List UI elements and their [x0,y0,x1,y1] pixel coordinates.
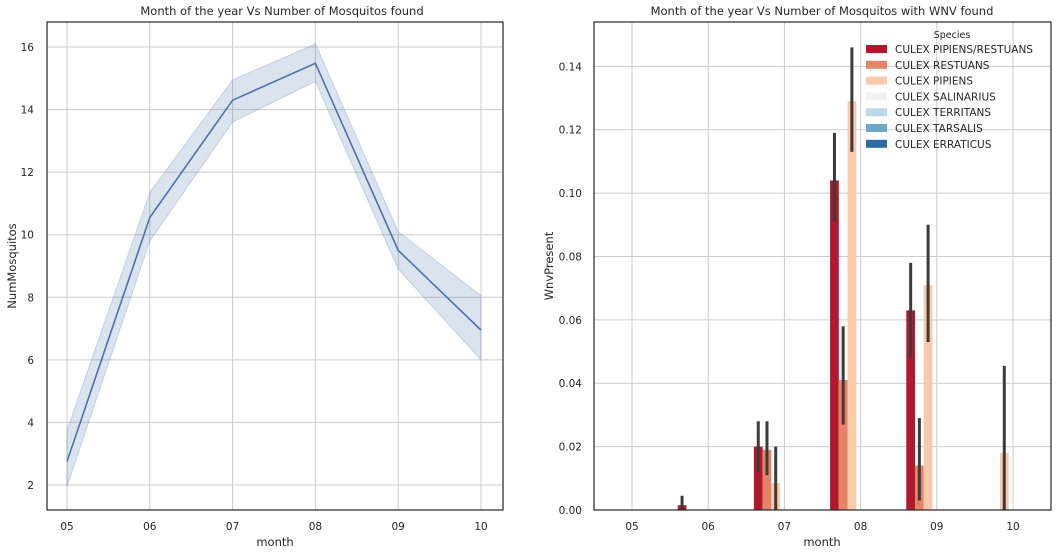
bar-chart: Month of the year Vs Number of Mosquitos… [542,4,1052,549]
bar [753,446,763,510]
bar-error-bars [680,47,1006,510]
line-x-tick-label: 05 [60,521,73,533]
line-chart-grid [47,22,503,510]
bar [762,449,772,510]
legend-label: CULEX TARSALIS [895,123,983,135]
bar-y-tick-label: 0.14 [559,61,583,73]
bar-x-axis-label: month [803,535,840,549]
line-x-ticks: 05 06 07 08 09 10 [60,521,487,533]
line-chart-title: Month of the year Vs Number of Mosquitos… [140,4,423,18]
bar-y-tick-label: 0.12 [559,125,582,137]
legend-swatch [866,92,887,101]
bar [847,101,857,511]
legend-title: Species [934,30,971,41]
line-confidence-band [66,43,482,487]
bar [838,380,848,510]
legend-swatch [866,124,887,132]
legend-label: CULEX SALINARIUS [895,91,996,103]
line-y-tick-label: 10 [21,230,34,242]
line-x-tick-label: 07 [226,521,239,533]
bar-x-tick-label: 05 [625,521,638,533]
legend-swatch [866,108,887,117]
line-x-tick-label: 08 [309,521,322,533]
line-chart: Month of the year Vs Number of Mosquitos… [5,4,504,549]
line-y-tick-label: 16 [21,42,35,54]
bar-y-tick-label: 0.00 [559,505,582,517]
bar-y-tick-label: 0.08 [559,251,582,263]
bar-y-tick-label: 0.04 [559,378,583,390]
bar-y-tick-label: 0.10 [559,188,582,200]
line-y-ticks: 2 4 6 8 10 12 14 16 [21,42,35,492]
bar-x-tick-label: 06 [702,521,716,533]
legend: Species CULEX PIPIENS/RESTUANS CULEX REST… [866,30,1033,151]
bar-chart-frame [593,21,1052,511]
line-x-tick-label: 10 [474,521,487,533]
line-x-tick-label: 06 [143,521,157,533]
bar-y-tick-label: 0.02 [559,442,582,454]
bar [830,180,839,510]
legend-swatch [866,45,887,53]
bar-x-tick-label: 10 [1006,521,1019,533]
line-x-axis-label: month [256,535,293,549]
line-x-tick-label: 09 [392,521,405,533]
legend-label: CULEX ERRATICUS [895,139,992,151]
line-y-tick-label: 4 [27,417,34,429]
bar-x-tick-label: 08 [854,521,867,533]
bar-x-ticks: 05 06 07 08 09 10 [625,521,1019,533]
bar-x-tick-label: 07 [778,521,791,533]
legend-label: CULEX TERRITANS [895,107,991,119]
line-y-tick-label: 8 [27,292,34,304]
bar-series [677,101,1009,511]
bar-y-ticks: 0.00 0.02 0.04 0.06 0.08 0.10 0.12 0.14 [559,61,583,517]
legend-swatch [866,139,887,148]
line-chart-frame [46,21,504,511]
bar-chart-title: Month of the year Vs Number of Mosquitos… [651,4,994,18]
legend-label: CULEX RESTUANS [895,60,990,72]
legend-label: CULEX PIPIENS [895,76,973,88]
bar [923,285,933,510]
legend-swatch [866,60,887,69]
legend-swatch [866,76,887,85]
bar-y-tick-label: 0.06 [559,315,583,327]
line-y-tick-label: 6 [27,355,34,367]
bar-y-axis-label: WnvPresent [542,231,556,300]
line-y-tick-label: 2 [27,480,34,492]
line-y-tick-label: 12 [21,167,34,179]
line-y-axis-label: NumMosquitos [5,223,19,308]
line-y-tick-label: 14 [21,105,35,117]
bar [906,310,916,510]
legend-label: CULEX PIPIENS/RESTUANS [895,44,1033,56]
line-series [66,62,482,462]
bar-x-tick-label: 09 [930,521,943,533]
